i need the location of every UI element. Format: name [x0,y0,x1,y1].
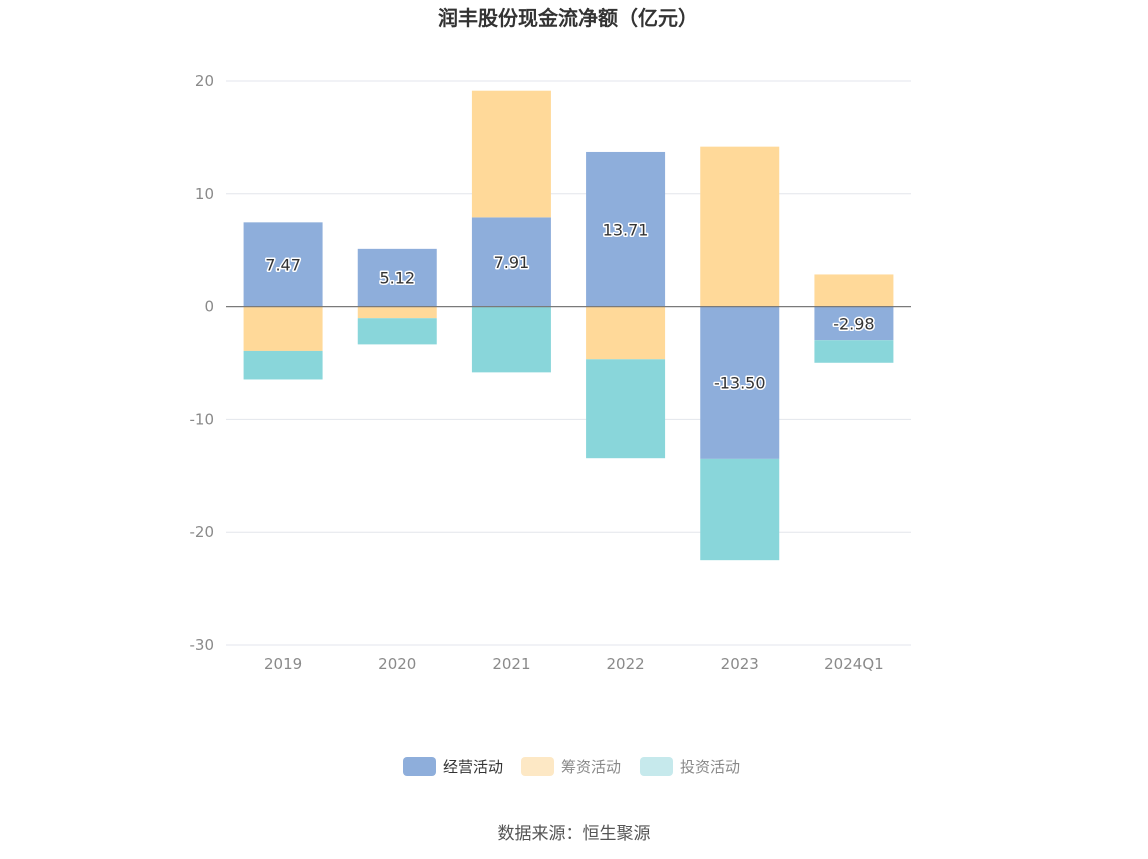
bar-segment [357,318,437,345]
legend-item[interactable]: 投资活动 [640,757,740,776]
bar-segment [700,458,780,561]
x-tick-label: 2021 [492,655,530,673]
bar-segment [700,146,780,307]
bar-segment [586,306,666,360]
source-note: 数据来源：恒生聚源 [498,824,651,844]
legend-label: 投资活动 [680,758,740,776]
y-tick-label: -10 [190,410,215,428]
bar-segment [471,217,551,307]
y-tick-label: 10 [195,185,214,203]
bar-value-label: 5.12 [379,269,415,288]
bar-segment [586,359,666,459]
bar-value-label: 13.71 [603,220,649,239]
bar-segment [814,306,894,341]
legend-item[interactable]: 经营活动 [403,757,503,776]
legend-swatch [521,757,554,776]
x-tick-label: 2023 [721,655,759,673]
legend-item[interactable]: 筹资活动 [521,757,621,776]
bar-segment [586,151,666,307]
x-axis-ticks: 2019 2020 2021 2022 2023 2024Q1 [264,655,884,673]
bar-segment [243,222,323,307]
legend-swatch [403,757,436,776]
y-tick-label: -20 [190,523,215,541]
legend: 经营活动 筹资活动 投资活动 [403,757,740,776]
bar-segment [243,306,323,351]
x-tick-label: 2020 [378,655,416,673]
y-tick-label: -30 [190,636,215,654]
bars [243,90,894,561]
bar-value-label: -2.98 [833,314,874,333]
legend-label: 筹资活动 [561,758,621,776]
legend-label: 经营活动 [443,758,503,776]
y-axis-ticks: 20 10 0 -10 -20 -30 [190,72,215,654]
bar-value-label: -13.50 [714,374,766,393]
x-tick-label: 2022 [606,655,644,673]
bar-segment [357,306,437,319]
chart-title: 润丰股份现金流净额（亿元） [438,6,698,30]
bar-segment [700,306,780,459]
data-labels: 7.47 5.12 7.91 13.71 -13.50 -2.98 [264,219,876,394]
y-tick-label: 0 [204,298,214,316]
bar-segment [243,350,323,380]
bar-segment [814,340,894,363]
bar-value-label: 7.91 [494,253,530,272]
bar-value-label: 7.47 [265,255,301,274]
x-tick-label: 2019 [264,655,302,673]
bar-segment [471,306,551,373]
legend-swatch [640,757,673,776]
x-tick-label: 2024Q1 [824,655,884,673]
bar-segment [471,90,551,218]
grid-lines [226,80,911,646]
bar-segment [814,274,894,307]
y-tick-label: 20 [195,72,214,90]
bar-segment [357,248,437,307]
